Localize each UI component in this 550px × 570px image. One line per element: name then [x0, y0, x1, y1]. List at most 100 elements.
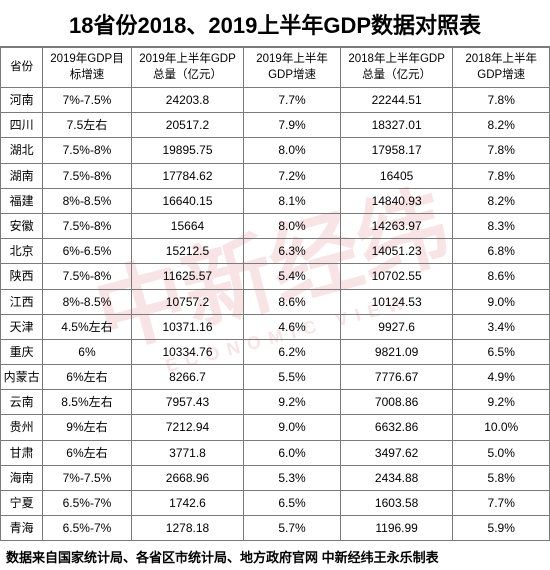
table-cell: 7.5%-8%: [43, 138, 131, 163]
table-cell: 8.0%: [244, 213, 341, 238]
table-cell: 10.0%: [453, 415, 550, 440]
table-cell: 4.5%左右: [43, 314, 131, 339]
table-cell: 7.5左右: [43, 113, 131, 138]
table-cell: 5.5%: [244, 365, 341, 390]
table-cell: 7%-7.5%: [43, 465, 131, 490]
table-cell: 7.5%-8%: [43, 163, 131, 188]
table-cell: 湖南: [1, 163, 43, 188]
table-cell: 7%-7.5%: [43, 88, 131, 113]
table-row: 贵州9%左右7212.949.0%6632.8610.0%: [1, 415, 550, 440]
table-cell: 北京: [1, 239, 43, 264]
col-2018-rate: 2018年上半年GDP增速: [453, 48, 550, 88]
table-row: 四川7.5左右20517.27.9%18327.018.2%: [1, 113, 550, 138]
table-cell: 15212.5: [131, 239, 244, 264]
table-body: 河南7%-7.5%24203.87.7%22244.517.8%四川7.5左右2…: [1, 88, 550, 541]
table-cell: 天津: [1, 314, 43, 339]
table-cell: 17958.17: [340, 138, 453, 163]
table-cell: 8.2%: [453, 188, 550, 213]
table-cell: 重庆: [1, 339, 43, 364]
table-cell: 5.8%: [453, 465, 550, 490]
table-cell: 海南: [1, 465, 43, 490]
table-cell: 6.5%: [453, 339, 550, 364]
table-cell: 10371.16: [131, 314, 244, 339]
table-row: 内蒙古6%左右8266.75.5%7776.674.9%: [1, 365, 550, 390]
table-cell: 7957.43: [131, 390, 244, 415]
table-cell: 14051.23: [340, 239, 453, 264]
table-cell: 9.0%: [453, 289, 550, 314]
table-cell: 湖北: [1, 138, 43, 163]
table-cell: 14263.97: [340, 213, 453, 238]
table-cell: 内蒙古: [1, 365, 43, 390]
table-cell: 7.7%: [244, 88, 341, 113]
table-cell: 3.4%: [453, 314, 550, 339]
table-row: 河南7%-7.5%24203.87.7%22244.517.8%: [1, 88, 550, 113]
table-row: 江西8%-8.5%10757.28.6%10124.539.0%: [1, 289, 550, 314]
table-cell: 7.5%-8%: [43, 264, 131, 289]
table-cell: 6%左右: [43, 440, 131, 465]
table-cell: 陕西: [1, 264, 43, 289]
table-cell: 16405: [340, 163, 453, 188]
table-cell: 河南: [1, 88, 43, 113]
table-cell: 9927.6: [340, 314, 453, 339]
footer-source: 数据来自国家统计局、各省区市统计局、地方政府官网 中新经纬王永乐制表: [0, 541, 550, 570]
table-cell: 6.8%: [453, 239, 550, 264]
table-cell: 22244.51: [340, 88, 453, 113]
col-2019-target: 2019年GDP目标增速: [43, 48, 131, 88]
table-header: 省份 2019年GDP目标增速 2019年上半年GDP总量（亿元） 2019年上…: [1, 48, 550, 88]
table-cell: 青海: [1, 516, 43, 541]
table-cell: 18327.01: [340, 113, 453, 138]
table-cell: 7008.86: [340, 390, 453, 415]
table-cell: 江西: [1, 289, 43, 314]
table-cell: 10757.2: [131, 289, 244, 314]
table-cell: 6.3%: [244, 239, 341, 264]
table-cell: 8%-8.5%: [43, 188, 131, 213]
table-cell: 11625.57: [131, 264, 244, 289]
table-cell: 8.6%: [244, 289, 341, 314]
table-cell: 6%-6.5%: [43, 239, 131, 264]
table-row: 天津4.5%左右10371.164.6%9927.63.4%: [1, 314, 550, 339]
page-title: 18省份2018、2019上半年GDP数据对照表: [0, 0, 550, 47]
table-cell: 15664: [131, 213, 244, 238]
table-cell: 贵州: [1, 415, 43, 440]
table-cell: 6.0%: [244, 440, 341, 465]
table-row: 甘肃6%左右3771.86.0%3497.625.0%: [1, 440, 550, 465]
table-cell: 5.0%: [453, 440, 550, 465]
table-cell: 9%左右: [43, 415, 131, 440]
table-cell: 8.3%: [453, 213, 550, 238]
table-row: 福建8%-8.5%16640.158.1%14840.938.2%: [1, 188, 550, 213]
table-cell: 8.0%: [244, 138, 341, 163]
table-row: 云南8.5%左右7957.439.2%7008.869.2%: [1, 390, 550, 415]
table-cell: 6.5%-7%: [43, 516, 131, 541]
table-cell: 14840.93: [340, 188, 453, 213]
table-cell: 1742.6: [131, 491, 244, 516]
table-cell: 6.5%-7%: [43, 491, 131, 516]
table-cell: 5.3%: [244, 465, 341, 490]
table-cell: 16640.15: [131, 188, 244, 213]
table-cell: 2668.96: [131, 465, 244, 490]
table-cell: 8.5%左右: [43, 390, 131, 415]
col-province: 省份: [1, 48, 43, 88]
table-row: 北京6%-6.5%15212.56.3%14051.236.8%: [1, 239, 550, 264]
table-cell: 宁夏: [1, 491, 43, 516]
table-row: 陕西7.5%-8%11625.575.4%10702.558.6%: [1, 264, 550, 289]
table-cell: 9.2%: [244, 390, 341, 415]
table-cell: 8%-8.5%: [43, 289, 131, 314]
table-cell: 1196.99: [340, 516, 453, 541]
table-cell: 3497.62: [340, 440, 453, 465]
table-cell: 3771.8: [131, 440, 244, 465]
table-cell: 6.2%: [244, 339, 341, 364]
table-cell: 10702.55: [340, 264, 453, 289]
table-cell: 8.1%: [244, 188, 341, 213]
table-cell: 7.2%: [244, 163, 341, 188]
col-2018-total: 2018年上半年GDP总量（亿元）: [340, 48, 453, 88]
table-cell: 云南: [1, 390, 43, 415]
table-row: 重庆6%10334.766.2%9821.096.5%: [1, 339, 550, 364]
table-cell: 6.5%: [244, 491, 341, 516]
table-cell: 7.9%: [244, 113, 341, 138]
table-cell: 安徽: [1, 213, 43, 238]
table-row: 海南7%-7.5%2668.965.3%2434.885.8%: [1, 465, 550, 490]
table-row: 湖南7.5%-8%17784.627.2%164057.8%: [1, 163, 550, 188]
table-cell: 6%: [43, 339, 131, 364]
gdp-table: 省份 2019年GDP目标增速 2019年上半年GDP总量（亿元） 2019年上…: [0, 47, 550, 541]
table-cell: 福建: [1, 188, 43, 213]
